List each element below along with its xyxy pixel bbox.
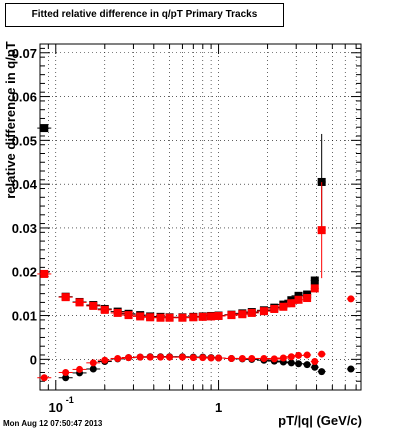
data-point-square [207,312,216,321]
data-point-square [279,302,288,311]
data-point-square [259,307,268,316]
data-point-square [156,313,165,322]
data-point-square [146,313,155,322]
data-point-square [294,295,303,304]
y-tick-label: 0 [30,352,37,367]
data-point-square [317,177,326,186]
x-tick-label: 10 [49,400,63,415]
data-point-circle [89,365,97,373]
data-point-square [214,311,223,320]
y-tick-label: 0.01 [12,309,37,324]
data-point-circle [270,355,278,363]
data-point-circle [279,354,287,362]
data-point-square [198,312,207,321]
data-point-square [61,293,70,302]
data-point-square [75,298,84,307]
data-point-circle [295,351,303,359]
timestamp-footer: Mon Aug 12 07:50:47 2013 [3,419,103,428]
data-point-square [238,310,247,319]
data-point-square [165,313,174,322]
data-point-circle [40,374,48,382]
data-point-square [124,311,133,320]
data-point-circle [189,354,197,362]
data-point-circle [114,354,122,362]
data-point-circle [62,368,70,376]
data-point-square [317,226,326,235]
data-point-circle [303,351,311,359]
data-point-circle [311,363,319,371]
data-point-circle [125,354,133,362]
y-tick-label: 0.02 [12,265,37,280]
data-point-circle [318,350,326,358]
data-point-circle [227,354,235,362]
data-point-circle [178,353,186,361]
data-point-circle [248,354,256,362]
data-point-square [40,124,49,133]
plot-frame [39,43,362,391]
data-point-square [40,269,49,278]
data-point-square [287,299,296,308]
data-point-circle [89,359,97,367]
data-point-circle [287,359,295,367]
data-point-circle [311,358,319,366]
data-point-circle [295,360,303,368]
data-point-circle [318,368,326,376]
data-point-circle [62,374,70,382]
y-tick-label: 0.04 [12,177,38,192]
data-point-square [247,308,256,317]
data-point-square [189,313,198,322]
data-point-square [270,304,279,313]
data-point-square [303,294,312,303]
data-point-circle [157,353,165,361]
data-point-circle [215,354,223,362]
x-axis-label: pT/|q| (GeV/c) [278,413,362,428]
data-point-circle [260,354,268,362]
data-point-square [89,301,98,310]
y-tick-label: 0.03 [12,221,37,236]
x-tick-label: 1 [215,400,222,415]
y-tick-label: 0.07 [12,46,37,61]
data-point-square [310,276,319,285]
data-point-circle [347,295,355,303]
data-point-square [113,308,122,317]
data-point-circle [76,365,84,373]
data-point-circle [207,354,215,362]
data-point-square [227,311,236,320]
data-point-circle [287,353,295,361]
y-tick-label: 0.06 [12,90,37,105]
data-point-square [136,312,145,321]
data-point-circle [347,365,355,373]
data-point-square [178,313,187,322]
data-point-circle [146,353,154,361]
x-tick-exponent: -1 [66,395,74,405]
data-point-circle [136,353,144,361]
chart-title: Fitted relative difference in q/pT Prima… [5,3,284,27]
data-point-circle [101,356,109,364]
data-point-square [100,305,109,314]
data-point-circle [303,361,311,369]
data-point-circle [238,354,246,362]
data-point-circle [199,354,207,362]
data-point-square [310,284,319,293]
data-point-circle [166,353,174,361]
y-tick-label: 0.05 [12,133,37,148]
